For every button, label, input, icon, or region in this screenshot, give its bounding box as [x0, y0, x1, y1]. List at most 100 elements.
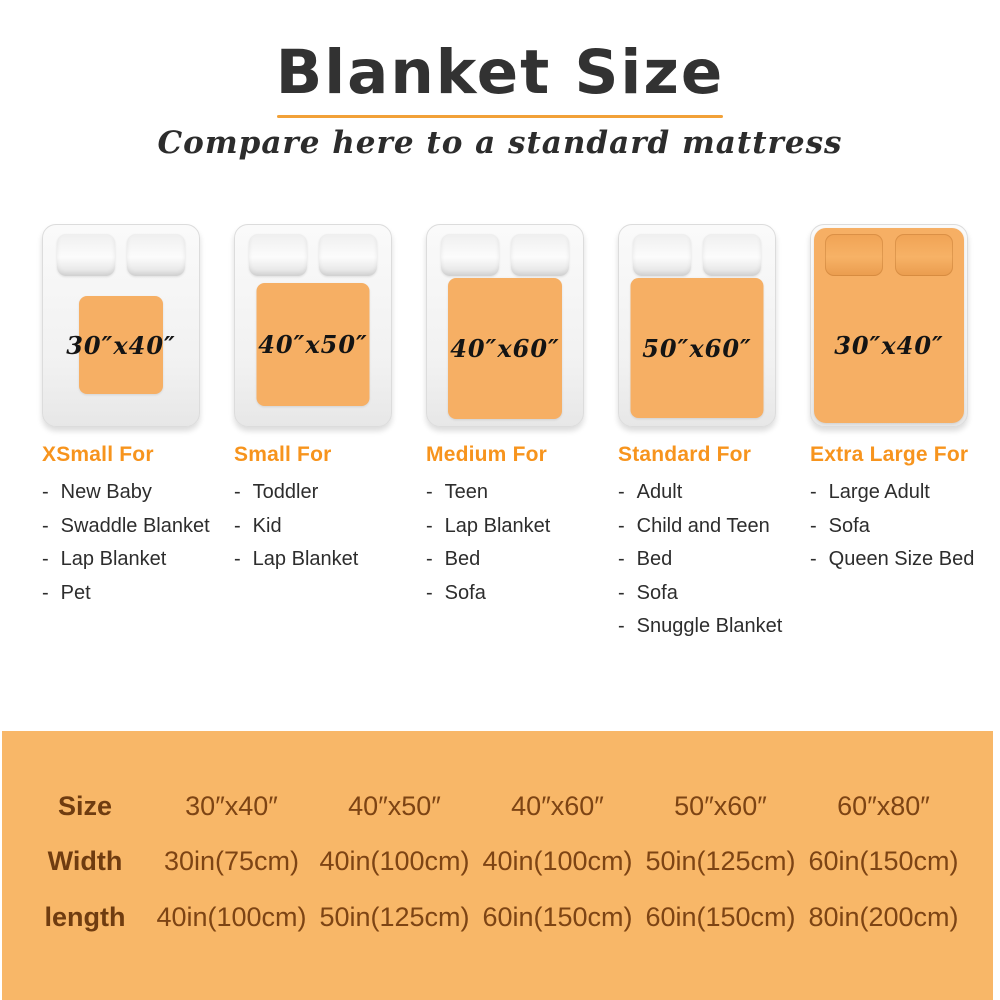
pillow-icon — [703, 234, 761, 276]
table-cell: 60in(150cm) — [645, 902, 796, 932]
table-row: Size 30″x40″ 40″x50″ 40″x60″ 50″x60″ 60″… — [2, 791, 993, 822]
table-cell: 40″x60″ — [511, 791, 604, 821]
table-cell: 80in(200cm) — [808, 902, 959, 932]
size-column-extra-large: 30″x40″ Extra Large For Large Adult Sofa… — [810, 224, 975, 644]
pillow-icon — [319, 234, 377, 276]
category-heading: XSmall For — [42, 443, 154, 466]
comparison-columns: 30″x40″ XSmall For New Baby Swaddle Blan… — [42, 224, 975, 644]
size-column-xsmall: 30″x40″ XSmall For New Baby Swaddle Blan… — [42, 224, 210, 644]
pillow-icon — [57, 234, 115, 276]
list-item: Adult — [618, 476, 776, 510]
list-item: Lap Blanket — [42, 543, 200, 577]
mattress-illustration: 50″x60″ — [618, 224, 776, 427]
list-item-label: New Baby — [60, 481, 152, 503]
table-cell: 30″x40″ — [185, 791, 278, 821]
list-item-label: Kid — [252, 514, 282, 537]
table-row: Width 30in(75cm) 40in(100cm) 40in(100cm)… — [2, 846, 993, 877]
table-cell: 40in(100cm) — [482, 846, 633, 876]
pillow-icon — [895, 234, 953, 276]
title-underline — [277, 115, 723, 118]
list-item-label: Lap Blanket — [252, 548, 359, 570]
list-item-label: Toddler — [252, 481, 319, 503]
category-items: Large Adult Sofa Queen Size Bed — [810, 476, 975, 577]
blanket-size-label: 50″x60″ — [642, 333, 752, 363]
table-cell: 50in(125cm) — [645, 846, 796, 876]
category-heading: Medium For — [426, 443, 547, 466]
page-title: Blanket Size — [275, 37, 725, 108]
blanket-overlay: 30″x40″ — [66, 296, 175, 394]
list-item-label: Sofa — [636, 581, 678, 604]
table-cell: 50″x60″ — [674, 791, 767, 821]
blanket-overlay: 50″x60″ — [630, 278, 764, 418]
category-items: Adult Child and Teen Bed Sofa Snuggle Bl… — [618, 476, 783, 644]
category-list: Standard For Adult Child and Teen Bed So… — [618, 443, 783, 644]
pillow-icon — [511, 234, 569, 276]
list-item: Teen — [426, 476, 584, 510]
mattress-illustration: 40″x50″ — [234, 224, 392, 427]
list-item: Queen Size Bed — [810, 543, 975, 577]
mattress-illustration: 30″x40″ — [810, 224, 968, 427]
size-column-standard: 50″x60″ Standard For Adult Child and Tee… — [618, 224, 783, 644]
category-heading: Small For — [234, 443, 332, 466]
list-item-label: Child and Teen — [636, 514, 770, 537]
pillow-icon — [825, 234, 883, 276]
list-item-label: Sofa — [444, 581, 486, 604]
list-item-label: Bed — [636, 548, 673, 570]
table-cell: 60in(150cm) — [808, 846, 959, 876]
table-row-header: length — [44, 902, 126, 932]
blanket-overlay: 40″x60″ — [448, 278, 562, 419]
list-item-label: Teen — [444, 481, 489, 503]
list-item-label: Adult — [636, 481, 683, 503]
list-item: Child and Teen — [618, 510, 776, 544]
mattress-illustration: 30″x40″ — [42, 224, 200, 427]
size-table: Size 30″x40″ 40″x50″ 40″x60″ 50″x60″ 60″… — [2, 731, 993, 1000]
table-cell: 30in(75cm) — [163, 846, 300, 876]
list-item: Bed — [618, 543, 776, 577]
table-row: length 40in(100cm) 50in(125cm) 60in(150c… — [2, 902, 993, 933]
category-list: Extra Large For Large Adult Sofa Queen S… — [810, 443, 975, 577]
table-cell: 60″x80″ — [837, 791, 930, 821]
blanket-size-label: 40″x50″ — [258, 330, 368, 359]
category-items: Teen Lap Blanket Bed Sofa — [426, 476, 584, 610]
category-items: New Baby Swaddle Blanket Lap Blanket Pet — [42, 476, 210, 611]
list-item: Lap Blanket — [426, 510, 584, 544]
pillow-icon — [633, 234, 691, 276]
size-column-small: 40″x50″ Small For Toddler Kid Lap Blanke… — [234, 224, 392, 644]
list-item: Swaddle Blanket — [42, 510, 210, 544]
list-item-label: Sofa — [828, 514, 870, 537]
blanket-overlay-full: 30″x40″ — [814, 228, 964, 423]
category-items: Toddler Kid Lap Blanket — [234, 476, 392, 577]
list-item-label: Large Adult — [828, 481, 930, 503]
list-item: Sofa — [810, 510, 968, 544]
list-item-label: Lap Blanket — [444, 514, 551, 537]
list-item: Sofa — [618, 577, 776, 611]
pillow-icon — [441, 234, 499, 276]
size-column-medium: 40″x60″ Medium For Teen Lap Blanket Bed … — [426, 224, 584, 644]
blanket-size-label: 30″x40″ — [834, 331, 944, 360]
mattress-illustration: 40″x60″ — [426, 224, 584, 427]
table-row-header: Width — [47, 846, 123, 876]
list-item: Snuggle Blanket — [618, 610, 783, 644]
list-item-label: Lap Blanket — [60, 548, 167, 570]
list-item: Toddler — [234, 476, 392, 510]
list-item-label: Pet — [60, 581, 91, 604]
table-cell: 50in(125cm) — [319, 902, 470, 932]
blanket-size-label: 40″x60″ — [450, 334, 560, 363]
category-list: Small For Toddler Kid Lap Blanket — [234, 443, 392, 577]
category-list: XSmall For New Baby Swaddle Blanket Lap … — [42, 443, 210, 611]
table-cell: 60in(150cm) — [482, 902, 633, 932]
list-item-label: Swaddle Blanket — [60, 514, 210, 537]
page-subtitle: Compare here to a standard mattress — [157, 125, 843, 161]
pillow-icon — [249, 234, 307, 276]
list-item: Large Adult — [810, 476, 968, 510]
list-item: Pet — [42, 577, 200, 611]
list-item-label: Bed — [444, 548, 481, 570]
category-list: Medium For Teen Lap Blanket Bed Sofa — [426, 443, 584, 610]
list-item: Lap Blanket — [234, 543, 392, 577]
table-row-header: Size — [57, 791, 113, 821]
pillow-icon — [127, 234, 185, 276]
table-cell: 40″x50″ — [348, 791, 441, 821]
category-heading: Standard For — [618, 443, 752, 466]
list-item-label: Queen Size Bed — [828, 548, 975, 570]
